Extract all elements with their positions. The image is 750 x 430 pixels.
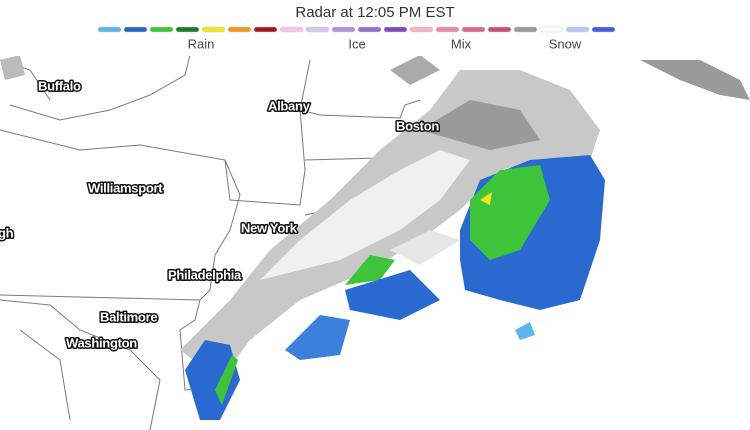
legend-swatch — [149, 26, 174, 33]
legend-swatch — [201, 26, 226, 33]
legend-swatch — [409, 26, 434, 33]
legend-swatch — [279, 26, 304, 33]
radar-rain — [185, 155, 605, 420]
city-label: Washington — [66, 335, 137, 350]
legend-swatch — [123, 26, 148, 33]
legend: Rain Ice Mix Snow — [97, 26, 616, 51]
city-label: New York — [241, 220, 298, 235]
legend-swatch — [539, 26, 564, 33]
legend-label: Snow — [549, 36, 582, 51]
legend-swatch — [253, 26, 278, 33]
radar-speckles — [0, 55, 750, 205]
legend-swatch — [331, 26, 356, 33]
legend-swatch — [97, 26, 122, 33]
legend-swatch — [175, 26, 200, 33]
legend-label: Ice — [348, 36, 365, 51]
legend-swatch — [591, 26, 616, 33]
legend-swatch — [357, 26, 382, 33]
city-labels: Buffalo Albany Boston Williamsport New York g… — [0, 77, 441, 352]
legend-swatch — [487, 26, 512, 33]
legend-swatch — [227, 26, 252, 33]
legend-swatch — [305, 26, 330, 33]
legend-swatch — [383, 26, 408, 33]
legend-label: Mix — [451, 36, 472, 51]
radar-snow — [180, 70, 600, 380]
legend-swatch — [435, 26, 460, 33]
city-label: Buffalo — [38, 78, 81, 93]
legend-swatch — [461, 26, 486, 33]
legend-label: Rain — [188, 36, 215, 51]
city-label: Baltimore — [100, 309, 157, 324]
city-label: gh — [0, 225, 14, 240]
city-label: Boston — [396, 118, 439, 133]
legend-swatch — [513, 26, 538, 33]
city-label: Williamsport — [88, 180, 163, 195]
title: Radar at 12:05 PM EST — [295, 4, 454, 21]
legend-swatch — [565, 26, 590, 33]
city-label: Albany — [268, 98, 311, 113]
city-label: Philadelphia — [168, 267, 242, 282]
